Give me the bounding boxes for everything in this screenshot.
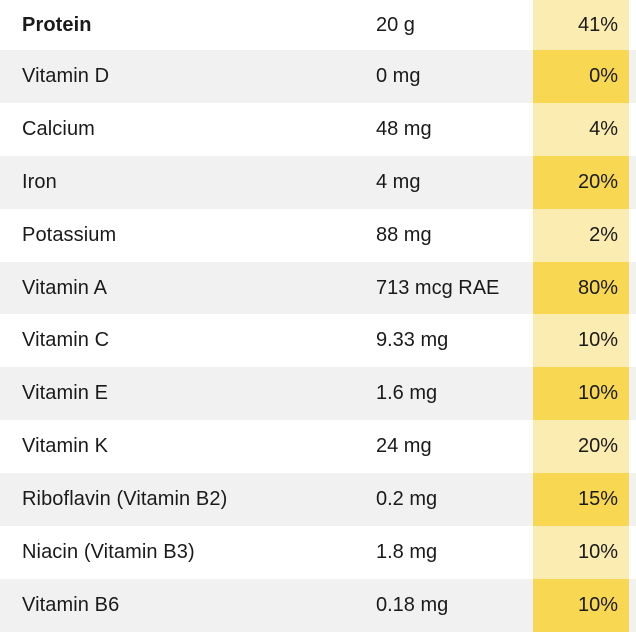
nutrient-name: Calcium [22, 117, 95, 140]
nutrient-name: Iron [22, 170, 57, 193]
nutrient-amount: 0.2 mg [376, 488, 438, 511]
nutrient-amount: 9.33 mg [376, 329, 449, 352]
nutrient-amount: 1.6 mg [376, 382, 438, 405]
nutrient-name: Vitamin D [22, 64, 110, 87]
nutrient-row-vitamin-a: Vitamin A 713 mcg RAE 80% [0, 261, 636, 315]
nutrient-daily-value: 0% [533, 50, 629, 103]
nutrient-row-protein: Protein 20 g 41% [0, 0, 636, 50]
nutrient-row-vitamin-d: Vitamin D 0 mg 0% [0, 50, 636, 103]
nutrient-name: Riboflavin (Vitamin B2) [22, 488, 228, 511]
nutrient-name: Vitamin C [22, 329, 110, 352]
nutrient-daily-value: 10% [533, 578, 629, 632]
nutrient-row-riboflavin: Riboflavin (Vitamin B2) 0.2 mg 15% [0, 473, 636, 527]
nutrient-daily-value: 10% [533, 526, 629, 579]
nutrient-amount: 48 mg [376, 117, 432, 140]
nutrient-name: Protein [22, 13, 92, 36]
nutrient-name: Niacin (Vitamin B3) [22, 540, 195, 563]
nutrient-name: Vitamin B6 [22, 593, 120, 616]
nutrient-row-potassium: Potassium 88 mg 2% [0, 208, 636, 262]
nutrient-daily-value: 20% [533, 155, 629, 209]
nutrient-daily-value: 15% [533, 473, 629, 527]
nutrient-amount: 24 mg [376, 435, 432, 458]
nutrient-amount: 20 g [376, 13, 415, 36]
nutrient-amount: 1.8 mg [376, 540, 438, 563]
nutrient-daily-value: 20% [533, 420, 629, 474]
nutrient-amount: 0 mg [376, 64, 421, 87]
nutrient-row-vitamin-e: Vitamin E 1.6 mg 10% [0, 367, 636, 421]
nutrient-daily-value: 2% [533, 208, 629, 262]
nutrient-daily-value: 4% [533, 102, 629, 156]
nutrient-row-vitamin-b6: Vitamin B6 0.18 mg 10% [0, 578, 636, 632]
nutrient-amount: 0.18 mg [376, 593, 449, 616]
nutrient-daily-value: 41% [533, 0, 629, 50]
nutrient-name: Vitamin A [22, 276, 108, 299]
nutrient-name: Vitamin K [22, 435, 109, 458]
nutrient-row-vitamin-k: Vitamin K 24 mg 20% [0, 420, 636, 474]
nutrient-daily-value: 10% [533, 367, 629, 421]
nutrient-row-iron: Iron 4 mg 20% [0, 155, 636, 209]
nutrient-name: Vitamin E [22, 382, 109, 405]
nutrient-daily-value: 80% [533, 261, 629, 315]
nutrient-name: Potassium [22, 223, 117, 246]
nutrient-row-calcium: Calcium 48 mg 4% [0, 102, 636, 156]
nutrient-daily-value: 10% [533, 314, 629, 368]
nutrient-row-vitamin-c: Vitamin C 9.33 mg 10% [0, 314, 636, 368]
nutrient-amount: 713 mcg RAE [376, 276, 500, 299]
nutrient-amount: 88 mg [376, 223, 432, 246]
nutrient-amount: 4 mg [376, 170, 421, 193]
nutrient-row-niacin: Niacin (Vitamin B3) 1.8 mg 10% [0, 526, 636, 579]
